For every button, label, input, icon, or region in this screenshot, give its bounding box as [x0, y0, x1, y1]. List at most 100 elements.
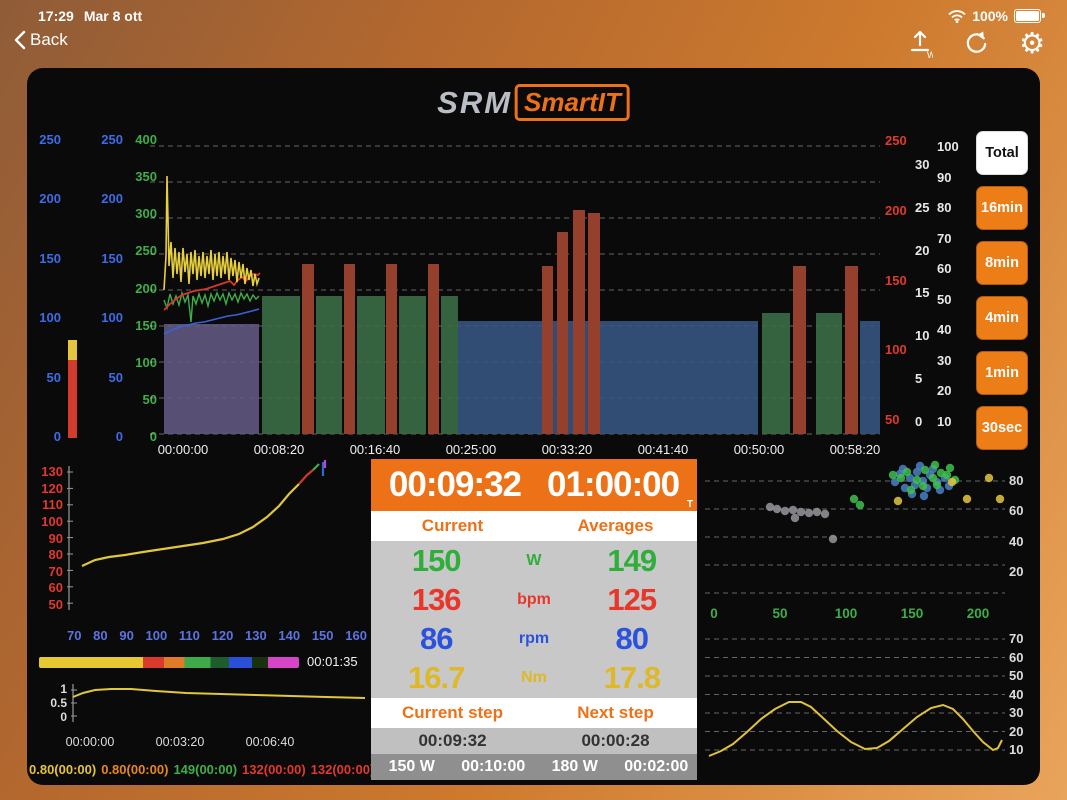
- warmup-region: [164, 324, 259, 434]
- current-step-power: 150 W: [388, 758, 435, 775]
- settings-button[interactable]: ⚙: [1017, 26, 1047, 60]
- tick-label: 00:41:40: [637, 442, 689, 457]
- tick-label: 50: [1009, 668, 1024, 683]
- right-axis-hr: 250 200 150 100 50: [885, 134, 909, 426]
- stat-token-4: 132(00:00): [242, 762, 306, 777]
- refresh-button[interactable]: [961, 26, 991, 60]
- nav-bar: Back W ⚙: [0, 24, 1067, 64]
- tick-label: 00:00:00: [157, 442, 209, 457]
- step-detail-row: 150 W 00:10:00 180 W 00:02:00: [371, 754, 697, 780]
- tick-label: 130: [245, 628, 267, 643]
- tick-label: 10: [915, 328, 930, 344]
- right-axis-mid: 30 25 20 15 10 5 0: [915, 158, 933, 428]
- tick-label: 0: [115, 428, 123, 444]
- tick-label: 130: [41, 464, 63, 479]
- interval-brown-bars: [302, 210, 858, 434]
- tick-label: 1: [60, 682, 67, 696]
- range-16min-button[interactable]: 16min: [976, 186, 1028, 230]
- tick-label: 50: [108, 369, 123, 385]
- cadence-metric-row: 86 rpm 80: [371, 620, 697, 659]
- right-axis-cadence: 100 90 80 70 60 50 40 30 20 10: [937, 140, 961, 428]
- speed-line: [163, 308, 260, 335]
- tick-label: 70: [48, 563, 63, 579]
- range-4min-button[interactable]: 4min: [976, 296, 1028, 340]
- tick-label: 150: [311, 628, 334, 643]
- current-hr-value: 136: [411, 581, 462, 617]
- workout-data-panel: 00:09:32 01:00:00 T Current Averages 150…: [371, 459, 697, 780]
- current-power-value: 150: [411, 542, 462, 578]
- hr-power-curve-chart: [67, 460, 327, 610]
- ratio-line: [72, 688, 366, 699]
- average-cadence-value: 80: [615, 621, 649, 657]
- tick-label: 110: [178, 628, 200, 643]
- back-button[interactable]: Back: [14, 30, 68, 50]
- power-gauge: [68, 340, 77, 438]
- cadence-line: [163, 290, 260, 323]
- hr-curve-x-axis: 70 80 90 100 110 120 130 140 150 160: [67, 628, 367, 643]
- tick-label: 150: [885, 272, 907, 288]
- tick-label: 50: [48, 597, 63, 612]
- tick-label: 00:08:20: [253, 442, 305, 457]
- tick-label: 80: [937, 200, 952, 216]
- next-step-duration: 00:02:00: [624, 758, 689, 775]
- tick-label: 350: [135, 169, 157, 185]
- tick-label: 200: [39, 191, 61, 207]
- tick-label: 250: [885, 133, 907, 148]
- tick-label: 25: [915, 199, 930, 215]
- tick-label: 60: [1009, 649, 1024, 665]
- average-hr-value: 125: [607, 581, 657, 617]
- status-right: 100%: [948, 8, 1045, 24]
- tick-label: 80: [93, 628, 108, 643]
- timer-header: 00:09:32 01:00:00 T: [371, 459, 697, 511]
- tick-label: 50: [885, 412, 900, 427]
- left-axis-power: 250 200 150 100 50 0: [33, 133, 61, 443]
- tick-label: 200: [966, 606, 990, 621]
- date: Mar 8 ott: [83, 8, 143, 24]
- tick-label: 110: [42, 497, 63, 513]
- app-logo: SRM SmartIT: [437, 84, 630, 121]
- tick-label: 250: [101, 132, 123, 147]
- tick-label: 40: [937, 322, 952, 338]
- bottom-stats-line: 0.80(00:00) 0.80(00:00) 149(00:00) 132(0…: [29, 762, 375, 777]
- battery-fill: [1016, 11, 1039, 21]
- logo-smartit: SmartIT: [515, 84, 630, 121]
- back-label: Back: [30, 30, 68, 49]
- current-step-duration: 00:10:00: [461, 758, 526, 775]
- steady-state-region: [458, 321, 880, 434]
- clock: 17:29: [38, 8, 74, 24]
- tick-label: 100: [39, 310, 61, 326]
- current-step-time: 00:09:32: [418, 731, 487, 750]
- tick-label: 100: [101, 310, 123, 326]
- range-30sec-button[interactable]: 30sec: [976, 406, 1028, 450]
- tick-label: 150: [900, 606, 924, 621]
- range-total-button[interactable]: Total: [976, 131, 1028, 175]
- power-unit: W: [526, 551, 542, 569]
- tick-label: 60: [937, 261, 952, 277]
- scatter-dots: [765, 460, 1005, 544]
- battery-icon: [1014, 9, 1045, 23]
- ratio-chart-y-axis: 1 0.5 0: [41, 683, 67, 723]
- tick-label: 20: [1009, 563, 1024, 579]
- next-step-power: 180 W: [551, 758, 598, 775]
- tick-label: 30: [1009, 705, 1024, 720]
- trend-gridlines: [705, 638, 1005, 751]
- left-axis-speed: 250 200 150 100 50 0: [95, 133, 123, 443]
- column-headers: Current Averages: [371, 511, 697, 541]
- scatter-x-axis: 0 50 100 150 200: [681, 606, 1011, 621]
- tick-label: 100: [834, 606, 858, 621]
- main-workout-chart[interactable]: [150, 138, 880, 438]
- torque-unit: Nm: [521, 669, 547, 687]
- stat-token-1: 0.80(00:00): [29, 762, 97, 777]
- range-8min-button[interactable]: 8min: [976, 241, 1028, 285]
- tick-label: 200: [885, 202, 907, 218]
- range-1min-button[interactable]: 1min: [976, 351, 1028, 395]
- upload-button[interactable]: W: [905, 26, 935, 60]
- tick-label: 50: [142, 391, 157, 407]
- tick-label: 80: [1009, 473, 1024, 488]
- status-bar: 17:29 Mar 8 ott 100%: [0, 0, 1067, 28]
- battery-percent: 100%: [972, 8, 1008, 24]
- tick-label: 200: [135, 280, 157, 296]
- stat-token-2: 0.80(00:00): [101, 762, 169, 777]
- tick-label: 0.5: [50, 696, 67, 710]
- stat-token-5: 132(00:00): [310, 762, 375, 777]
